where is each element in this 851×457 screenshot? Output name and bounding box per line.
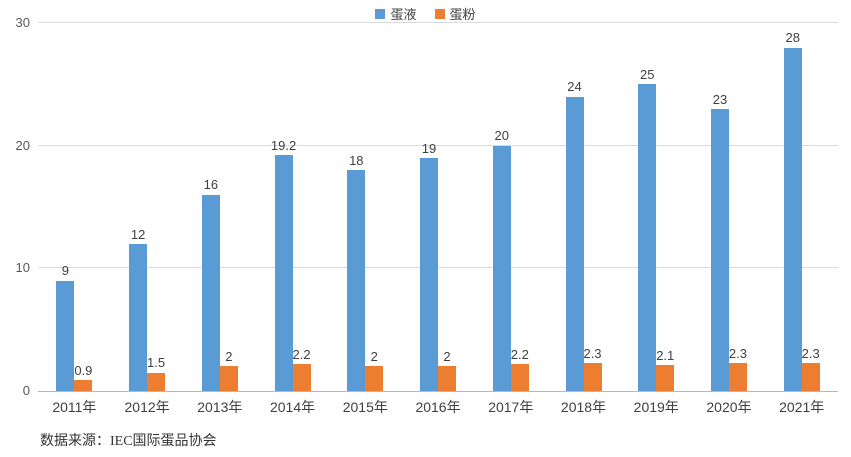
- legend-swatch-icon: [375, 8, 386, 19]
- bar-egg-powder-2017: 2.2: [511, 347, 529, 391]
- x-tick-label-2020年: 2020年: [706, 399, 752, 415]
- bar-egg-liquid-2016: 19: [420, 141, 439, 391]
- data-label-egg-powder-2014: 2.2: [292, 346, 311, 362]
- source-note: 数据来源：IEC国际蛋品协会: [40, 434, 217, 449]
- data-label-egg-powder-2020: 2.3: [728, 345, 748, 361]
- legend-label: 蛋粉: [449, 7, 476, 22]
- x-tick-label-2011年: 2011年: [52, 399, 97, 415]
- bar-egg-liquid-2011: 9: [56, 264, 75, 391]
- bar-egg-powder-2020: 2.3: [729, 346, 747, 391]
- bar-egg-liquid-2020: 23: [710, 92, 729, 391]
- data-label-egg-liquid-2013: 16: [203, 177, 219, 193]
- data-label-egg-powder-2017: 2.2: [510, 346, 529, 362]
- bar-egg-powder-2019: 2.1: [656, 348, 674, 391]
- bar-egg-powder-2021: 2.3: [802, 346, 820, 391]
- bar-group-2021年: 28 2.3: [765, 23, 838, 391]
- data-label-egg-liquid-2020: 23: [712, 91, 728, 107]
- bar-group-2017年: 20 2.2: [474, 23, 547, 391]
- data-label-egg-liquid-2015: 18: [349, 152, 364, 168]
- legend-item-egg-liquid: 蛋液: [375, 4, 417, 23]
- bar-egg-powder-2015: 2: [365, 349, 384, 391]
- bar-egg-liquid-2019: 25: [638, 67, 657, 391]
- bar-egg-liquid-2021: 28: [783, 30, 802, 391]
- bar-egg-liquid-2018: 24: [565, 80, 584, 391]
- bar-egg-liquid-2013: 16: [201, 178, 220, 391]
- bar-group-2014年: 19.2 2.2: [256, 23, 329, 391]
- bar-group-2011年: 9 0.9: [38, 23, 111, 391]
- bar-group-2015年: 18 2: [329, 23, 402, 391]
- legend-label: 蛋液: [390, 7, 417, 22]
- bar-group-2012年: 12 1.5: [111, 23, 184, 391]
- x-tick-label-2015年: 2015年: [342, 399, 388, 415]
- data-label-egg-powder-2019: 2.1: [656, 347, 675, 363]
- data-label-egg-liquid-2021: 28: [785, 30, 800, 46]
- data-label-egg-liquid-2016: 19: [421, 140, 437, 156]
- x-tick-label-2014年: 2014年: [269, 399, 316, 415]
- data-label-egg-powder-2015: 2: [370, 349, 378, 365]
- data-label-egg-liquid-2014: 19.2: [270, 138, 297, 154]
- data-label-egg-liquid-2018: 24: [567, 79, 582, 95]
- gridline-y20: [38, 144, 838, 146]
- x-tick-label-2013年: 2013年: [197, 399, 243, 415]
- data-label-egg-liquid-2019: 25: [640, 67, 655, 83]
- bar-group-2019年: 25 2.1: [620, 23, 693, 391]
- data-label-egg-powder-2013: 2: [225, 349, 233, 365]
- chart-legend: 蛋液 蛋粉: [0, 4, 851, 23]
- data-label-egg-powder-2012: 1.5: [147, 355, 166, 371]
- data-label-egg-powder-2018: 2.3: [583, 345, 602, 361]
- bar-egg-powder-2013: 2: [219, 349, 238, 391]
- bar-egg-powder-2016: 2: [438, 349, 457, 391]
- bar-egg-liquid-2017: 20: [492, 129, 511, 391]
- x-tick-label-2017年: 2017年: [488, 399, 534, 415]
- x-tick-label-2021年: 2021年: [779, 399, 825, 415]
- y-tick-label-30: 30: [15, 15, 30, 30]
- data-label-egg-powder-2016: 2: [443, 349, 451, 365]
- bar-group-2013年: 16 2: [183, 23, 256, 391]
- bar-egg-powder-2012: 1.5: [147, 356, 165, 391]
- legend-item-egg-powder: 蛋粉: [434, 4, 476, 23]
- data-label-egg-powder-2021: 2.3: [801, 345, 820, 361]
- bar-egg-powder-2014: 2.2: [293, 347, 311, 391]
- y-tick-label-10: 10: [15, 260, 30, 276]
- bar-egg-powder-2018: 2.3: [583, 346, 602, 391]
- x-tick-label-2018年: 2018年: [560, 399, 607, 415]
- gridline-y30: [38, 22, 838, 23]
- data-label-egg-liquid-2017: 20: [494, 128, 509, 144]
- x-axis: 2011年 2012年 2013年 2014年 2015年 2016年 2017年 2018年…: [38, 397, 838, 417]
- legend-swatch-icon: [434, 8, 445, 19]
- bar-group-2020年: 23 2.3: [693, 23, 766, 391]
- bar-egg-liquid-2014: 19.2: [271, 138, 296, 391]
- data-label-egg-liquid-2012: 12: [130, 226, 146, 242]
- bar-group-2018年: 24 2.3: [547, 23, 620, 391]
- x-tick-label-2012年: 2012年: [124, 399, 170, 415]
- data-label-egg-liquid-2011: 9: [61, 263, 69, 279]
- bar-group-2016年: 19 2: [402, 23, 475, 391]
- bar-egg-liquid-2015: 18: [347, 153, 366, 391]
- plot-area: 9 0.9 12 1.5 16 2 19.2 2.2 18 2 19 2 20 2.2 24 2.3 25 2.1…: [38, 22, 838, 392]
- bar-egg-powder-2011: 0.9: [74, 363, 92, 391]
- y-tick-label-20: 20: [15, 137, 30, 153]
- y-tick-label-0: 0: [22, 383, 30, 398]
- x-tick-label-2019年: 2019年: [633, 399, 679, 415]
- data-label-egg-powder-2011: 0.9: [74, 362, 93, 378]
- x-tick-label-2016年: 2016年: [415, 399, 461, 415]
- bar-egg-liquid-2012: 12: [129, 227, 148, 391]
- bars-region: 9 0.9 12 1.5 16 2 19.2 2.2 18 2 19 2 20 2.2 24 2.3 25 2.1…: [38, 23, 838, 391]
